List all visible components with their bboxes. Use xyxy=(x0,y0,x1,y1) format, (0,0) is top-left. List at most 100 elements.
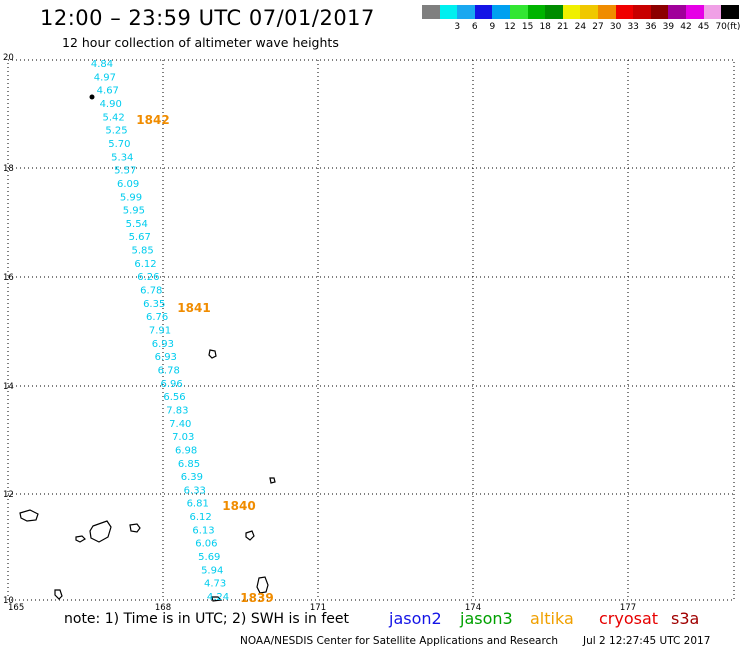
legend-label: 15 xyxy=(521,22,534,32)
island-outline xyxy=(256,576,269,594)
generation-timestamp: Jul 2 12:27:45 UTC 2017 xyxy=(583,635,711,647)
legend-label: 12 xyxy=(504,22,516,32)
pass-time-label: 1839 xyxy=(240,591,273,605)
pass-time-label: 1841 xyxy=(177,301,210,315)
page-title: 12:00 – 23:59 UTC 07/01/2017 xyxy=(40,6,375,30)
legend-swatch xyxy=(492,5,510,19)
footer-note: note: 1) Time is in UTC; 2) SWH is in fe… xyxy=(64,611,350,627)
wave-height-label: 6.98 xyxy=(175,445,197,456)
legend-swatch xyxy=(598,5,616,19)
legend-swatch xyxy=(545,5,563,19)
legend-swatch xyxy=(510,5,528,19)
wave-height-label: 6.78 xyxy=(158,365,180,376)
longitude-tick-label: 174 xyxy=(465,603,481,613)
legend-label: 21 xyxy=(557,22,569,32)
legend-label: 24 xyxy=(574,22,587,32)
legend-swatch xyxy=(527,5,546,19)
legend-swatch xyxy=(422,5,440,19)
wave-height-label: 5.95 xyxy=(123,206,145,217)
wave-height-label: 5.70 xyxy=(108,139,130,150)
wave-height-label: 6.33 xyxy=(184,485,206,496)
longitude-tick-label: 171 xyxy=(310,603,326,613)
satellite-legend-item: s3a xyxy=(671,609,700,628)
wave-height-label: 5.67 xyxy=(129,232,151,243)
legend-units: (ft) xyxy=(726,22,740,32)
island-outline xyxy=(89,520,112,543)
legend-label: 18 xyxy=(539,22,551,32)
wave-height-label: 6.76 xyxy=(146,312,168,323)
wave-height-label: 6.39 xyxy=(181,472,203,483)
latitude-tick-label: 10 xyxy=(3,596,14,606)
wave-height-label: 6.78 xyxy=(140,286,162,297)
legend-label: 6 xyxy=(471,22,478,32)
wave-height-label: 7.03 xyxy=(172,432,194,443)
wave-height-label: 4.90 xyxy=(100,99,122,110)
latitude-tick-label: 18 xyxy=(3,164,14,174)
wave-height-label: 4.84 xyxy=(91,59,113,70)
island-outline xyxy=(19,509,39,522)
legend-swatch xyxy=(580,5,598,19)
wave-height-label: 6.96 xyxy=(160,379,182,390)
legend-label: 45 xyxy=(697,22,710,32)
wave-height-label: 5.69 xyxy=(198,552,220,563)
legend-label: 3 xyxy=(454,22,461,32)
wave-height-label: 5.99 xyxy=(120,192,142,203)
legend-swatch xyxy=(721,5,739,19)
wave-height-label: 6.12 xyxy=(189,512,211,523)
satellite-legend-item: altika xyxy=(530,609,574,628)
island-outline xyxy=(208,349,217,359)
legend-swatch xyxy=(650,5,669,19)
satellite-legend-item: cryosat xyxy=(599,609,659,628)
wave-height-label: 7.40 xyxy=(169,419,191,430)
legend-swatch xyxy=(457,5,475,19)
wave-height-label: 6.81 xyxy=(187,499,209,510)
legend-swatch xyxy=(474,5,493,19)
wave-height-label: 5.57 xyxy=(114,166,136,177)
island-outline xyxy=(75,535,86,543)
longitude-tick-label: 165 xyxy=(8,603,24,613)
wave-height-label: 7.83 xyxy=(166,405,188,416)
latitude-tick-label: 12 xyxy=(3,490,14,500)
wave-height-label: 6.35 xyxy=(143,299,165,310)
legend-label: 9 xyxy=(489,22,496,32)
wave-height-label: 6.13 xyxy=(192,525,214,536)
wave-height-label: 5.94 xyxy=(201,565,223,576)
wave-height-label: 4.97 xyxy=(94,72,116,83)
island-outline xyxy=(211,596,223,602)
legend-swatch xyxy=(686,5,704,19)
legend-label: 36 xyxy=(645,22,657,32)
island-outline xyxy=(129,523,141,533)
legend-label: 30 xyxy=(609,22,622,32)
latitude-tick-label: 16 xyxy=(3,273,14,283)
latitude-tick-label: 14 xyxy=(3,382,14,392)
pass-time-label: 1840 xyxy=(222,499,255,513)
satellite-legend-item: jason2 xyxy=(389,609,442,628)
legend-swatch xyxy=(439,5,458,19)
wave-height-label: 5.42 xyxy=(102,112,124,123)
wave-height-label: 4.24 xyxy=(207,592,229,603)
legend-swatch xyxy=(615,5,634,19)
wave-height-label: 6.93 xyxy=(152,339,174,350)
legend-label: 27 xyxy=(592,22,604,32)
legend-label: 42 xyxy=(680,22,692,32)
island-outlines xyxy=(19,94,276,602)
wave-height-label: 6.09 xyxy=(117,179,139,190)
wave-height-label: 5.85 xyxy=(131,246,153,257)
island-outline xyxy=(245,530,255,541)
legend-swatch xyxy=(668,5,686,19)
wave-height-label: 7.91 xyxy=(149,326,171,337)
wave-height-label: 6.06 xyxy=(195,539,217,550)
legend-swatch xyxy=(703,5,722,19)
legend-swatch xyxy=(562,5,581,19)
longitude-tick-label: 168 xyxy=(155,603,171,613)
page-subtitle: 12 hour collection of altimeter wave hei… xyxy=(62,35,339,50)
wave-height-label: 6.56 xyxy=(163,392,185,403)
credit-line: NOAA/NESDIS Center for Satellite Applica… xyxy=(240,635,558,647)
longitude-tick-label: 177 xyxy=(620,603,636,613)
island-outline xyxy=(54,589,63,600)
legend-swatch xyxy=(633,5,651,19)
wave-height-label: 5.25 xyxy=(105,126,127,137)
wave-height-label: 4.73 xyxy=(204,579,226,590)
wave-height-label: 6.93 xyxy=(155,352,177,363)
